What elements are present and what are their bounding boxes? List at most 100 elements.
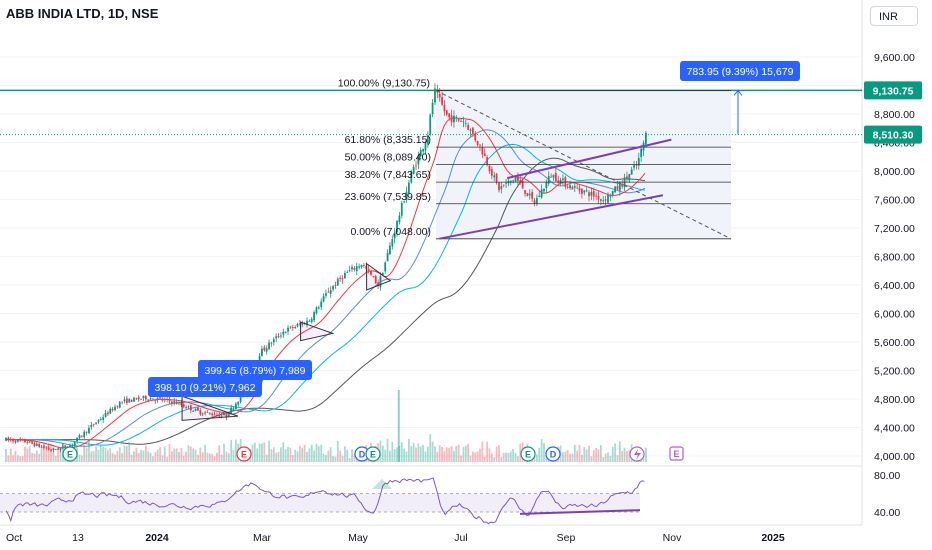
volume-bar	[114, 454, 116, 462]
volume-bar	[182, 455, 185, 462]
volume-bar	[9, 448, 12, 462]
candle-body	[429, 114, 432, 135]
measure-box[interactable]	[198, 360, 312, 380]
candle-body	[358, 266, 361, 268]
candle-body	[156, 398, 159, 401]
price-tick-label: 5,600.00	[874, 337, 915, 349]
candle-body	[450, 115, 453, 123]
candle-body	[133, 397, 135, 402]
volume-bar	[576, 450, 579, 462]
volume-bar	[540, 439, 543, 462]
candle-body	[585, 190, 588, 192]
candle-body	[97, 420, 100, 422]
volume-bar	[102, 446, 105, 462]
volume-bar	[130, 454, 133, 462]
candle-body	[588, 192, 590, 197]
volume-bar	[83, 445, 86, 462]
candle-body	[381, 272, 384, 275]
volume-bar	[543, 443, 545, 462]
volume-bar	[618, 441, 621, 462]
candle-body	[187, 406, 190, 408]
event-letter: E	[525, 450, 531, 460]
earnings-event-icon[interactable]	[62, 446, 78, 462]
volume-bar	[408, 438, 410, 462]
candle-body	[325, 293, 327, 296]
time-tick-label: Jul	[454, 532, 467, 544]
volume-bar	[495, 446, 498, 462]
dividend-event-icon[interactable]	[545, 446, 561, 462]
candle-body	[306, 320, 308, 325]
volume-bar	[192, 448, 195, 462]
lightning-icon	[634, 449, 641, 460]
candle-body	[512, 180, 515, 182]
time-tick-label: Mar	[253, 532, 272, 544]
volume-bar	[38, 453, 41, 462]
rsi-tick-label: 40.00	[874, 507, 900, 519]
volume-bar	[137, 453, 140, 462]
candle-body	[538, 195, 541, 198]
moving-averages-layer	[6, 117, 646, 449]
candle-body	[462, 121, 465, 123]
candle-body	[505, 182, 507, 184]
candle-body	[467, 124, 470, 130]
candle-body	[263, 347, 266, 351]
candle-body	[12, 439, 15, 442]
volume-bar	[166, 456, 169, 462]
candle-body	[291, 326, 294, 329]
volume-bar	[261, 443, 263, 462]
volume-bar	[303, 444, 306, 462]
candle-body	[111, 408, 114, 411]
candle-body	[268, 342, 270, 350]
candle-body	[495, 173, 498, 183]
earnings-event-icon[interactable]	[520, 446, 536, 462]
candle-body	[479, 144, 481, 146]
currency-selector[interactable]: INR	[870, 6, 918, 26]
volume-bar	[128, 442, 131, 462]
candle-body	[216, 414, 218, 416]
volume-bar	[54, 455, 57, 462]
rsi-tick-label: 80.00	[874, 470, 900, 482]
volume-bar	[270, 449, 273, 462]
candle-body	[270, 342, 273, 344]
candle-body	[116, 406, 119, 407]
candle-body	[137, 397, 140, 400]
candle-body	[441, 97, 443, 105]
volume-bar	[277, 451, 280, 462]
candle-body	[83, 431, 86, 438]
volume-bar	[415, 447, 417, 462]
volume-bar	[332, 456, 334, 462]
volume-bar	[562, 452, 564, 462]
chart-title: ABB INDIA LTD, 1D, NSE	[6, 6, 159, 21]
candle-body	[189, 405, 192, 411]
volume-bar	[275, 452, 278, 462]
candle-body	[59, 447, 62, 450]
fib-level-label: 100.00% (9,130.75)	[338, 77, 430, 89]
volume-bar	[386, 438, 389, 462]
volume-bar	[80, 455, 83, 462]
measure-box[interactable]	[680, 61, 800, 81]
earnings-event-icon[interactable]	[365, 446, 381, 462]
candle-body	[372, 276, 375, 278]
candle-body	[384, 262, 387, 272]
future-earnings-icon[interactable]	[669, 446, 684, 461]
candle-body	[426, 135, 429, 144]
candle-body	[284, 331, 287, 334]
volume-bar	[602, 457, 605, 462]
volume-bar	[325, 454, 327, 462]
drawings-layer	[0, 89, 862, 421]
measure-box[interactable]	[148, 377, 262, 397]
volume-bar	[199, 447, 202, 462]
candle-body	[152, 398, 154, 400]
volume-bar	[109, 448, 112, 462]
volume-bar	[85, 447, 88, 462]
volume-bar	[410, 446, 413, 462]
channel-lower-line	[439, 194, 664, 240]
earnings-event-icon[interactable]	[236, 446, 252, 462]
candle-body	[14, 440, 17, 443]
volume-bar	[180, 447, 183, 462]
candle-body	[294, 327, 297, 329]
candle-body	[597, 195, 600, 200]
volume-bar	[317, 446, 320, 462]
candle-body	[514, 177, 517, 182]
